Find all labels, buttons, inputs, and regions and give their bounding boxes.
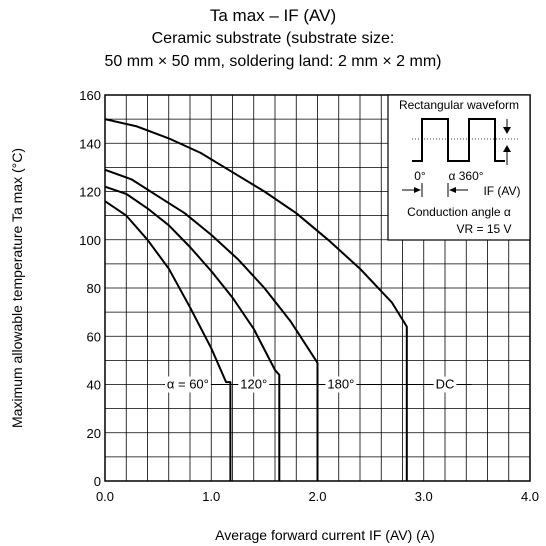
plot-frame <box>104 94 531 482</box>
inset-conduction-label: Conduction angle α <box>407 205 511 219</box>
series-label: 120° <box>240 377 267 392</box>
inset-deg-zero: 0° <box>414 169 426 183</box>
if-arrowhead-top <box>503 127 511 134</box>
series-line <box>104 168 319 481</box>
y-tick-label: 0 <box>94 474 101 489</box>
y-tick-label: 60 <box>87 329 101 344</box>
series-line <box>104 200 232 481</box>
series-label-bg <box>325 376 357 393</box>
y-tick-label: 160 <box>79 88 101 103</box>
chart-title-text: Ta max – IF (AV) <box>209 6 337 25</box>
chart-subtitle-line2: 50 mm × 50 mm, soldering land: 2 mm × 2 … <box>104 53 442 70</box>
series-label-bg <box>164 376 211 393</box>
series-label: 180° <box>327 377 354 392</box>
waveform-trace <box>412 118 505 162</box>
inset-if-label: IF (AV) <box>483 184 520 198</box>
tick-labels: 0.0 1.0 2.0 3.0 4.0 0 20 40 60 80 100 120 140 160 <box>79 88 539 504</box>
series-line <box>104 185 281 481</box>
y-tick-label: 120 <box>79 185 101 200</box>
arrow-right-head <box>449 187 456 193</box>
x-tick-label: 1.0 <box>202 489 220 504</box>
x-tick-label: 0.0 <box>96 489 114 504</box>
y-tick-label: 100 <box>79 233 101 248</box>
y-axis-label: Maximum allowable temperature Ta max (°C… <box>9 148 25 428</box>
waveform-inset: Rectangular waveform 0° α 360° IF (AV) C… <box>387 94 531 241</box>
inset-title: Rectangular waveform <box>399 98 519 112</box>
y-tick-label: 40 <box>87 378 101 393</box>
x-axis-label: Average forward current IF (AV) (A) <box>215 527 435 543</box>
y-tick-label: 20 <box>87 426 101 441</box>
chart-title: Ta max – IF (AV) <box>0 6 546 26</box>
chart-subtitle-line1: Ceramic substrate (substrate size: <box>151 30 395 47</box>
x-tick-label: 3.0 <box>415 489 433 504</box>
x-tick-label: 4.0 <box>521 489 539 504</box>
series-label: α = 60° <box>167 377 209 392</box>
inset-vr-label: VR = 15 V <box>456 222 511 236</box>
y-tick-label: 80 <box>87 281 101 296</box>
arrow-left-head <box>414 187 421 193</box>
if-arrowhead-bottom <box>503 145 511 152</box>
y-tick-label: 140 <box>79 136 101 151</box>
series-label: DC <box>436 377 455 392</box>
series-label-bg <box>433 376 457 393</box>
inset-box <box>387 94 531 241</box>
inset-deg-alpha: α 360° <box>448 169 483 183</box>
series-line <box>104 118 408 481</box>
series-label-bg <box>238 376 270 393</box>
x-tick-label: 2.0 <box>308 489 326 504</box>
curves: α = 60° 120° 180° DC <box>104 118 457 481</box>
